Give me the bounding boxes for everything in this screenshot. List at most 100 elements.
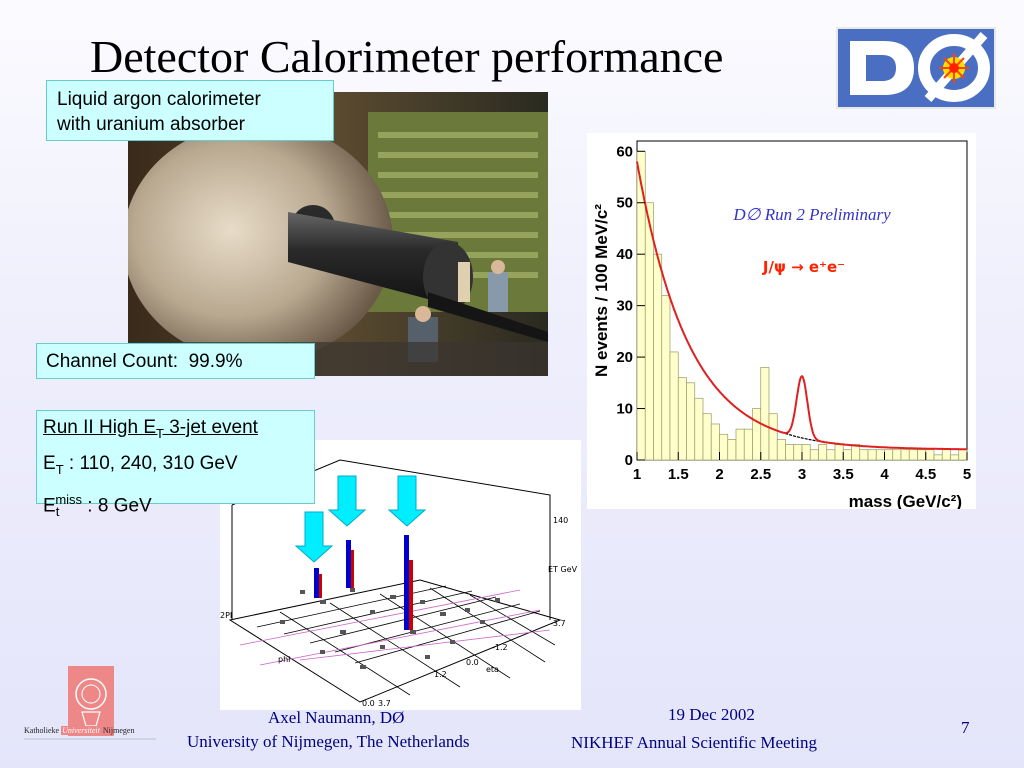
histogram-bar: [908, 449, 918, 461]
footer-author: Axel Naumann, DØ: [268, 708, 405, 727]
channel-count: Channel Count: 99.9%: [46, 351, 243, 372]
lego-label-eta0: 0.0: [466, 658, 479, 667]
histogram-bar: [892, 449, 902, 461]
y-axis-label: N events / 100 MeV/c²: [592, 204, 611, 377]
histogram-bar: [917, 449, 927, 461]
kun-word1: Katholieke: [24, 726, 60, 735]
x-tick-label: 3: [798, 466, 806, 483]
chart-title: D∅ Run 2 Preliminary: [732, 205, 891, 224]
histogram-bar: [743, 428, 753, 461]
kun-word3: Nijmegen: [102, 726, 135, 735]
x-tick-label: 2.5: [750, 466, 771, 483]
signal-fit-curve: [636, 161, 967, 451]
histogram-bar: [785, 444, 795, 461]
histogram-bar: [842, 449, 852, 461]
miss-sup: miss: [55, 491, 83, 507]
et-pre: E: [43, 452, 56, 474]
d0-logo: [836, 27, 996, 109]
et-sub: T: [55, 461, 64, 477]
histogram-bar: [809, 449, 819, 461]
histogram-bar: [710, 423, 720, 461]
x-tick-label: 2: [715, 466, 723, 483]
histogram-bar: [834, 444, 844, 461]
jpsi-mass-plot: 1 1.5 2 2.5 3 3.5 4 4.5 5 0 10 20 30 40 50 60 mass (GeV/…: [587, 133, 976, 511]
histogram-bar: [661, 295, 671, 461]
kun-logo: Katholieke Universiteit Nijmegen: [24, 662, 156, 752]
chart-annotation: J/ψ → e⁺e⁻: [762, 258, 845, 276]
calorimeter-caption-line2: with uranium absorber: [57, 114, 245, 135]
histogram-bar: [644, 202, 654, 461]
calorimeter-caption-line1: Liquid argon calorimeter: [57, 89, 261, 110]
page-number: 7: [961, 718, 970, 737]
jet-heading-sub: T: [156, 425, 164, 441]
y-tick-label: 20: [616, 349, 633, 366]
histogram-bar: [875, 449, 885, 461]
y-tick-label: 0: [625, 452, 633, 469]
histogram-bar: [768, 413, 778, 461]
histogram-bar: [677, 377, 687, 461]
et-post: : 110, 240, 310 GeV: [63, 452, 238, 474]
histogram-bar: [735, 428, 745, 461]
calorimeter-caption-box: Liquid argon calorimeter with uranium ab…: [46, 80, 334, 141]
histogram-bar: [950, 454, 960, 461]
histogram-bar: [933, 454, 943, 461]
jet-heading-pre: Run II High E: [43, 417, 156, 438]
histogram-bar: [801, 444, 811, 461]
jet-missing-et: Etmiss : 8 GeV: [43, 485, 314, 527]
lego-label-phi0: 0.0: [362, 699, 375, 708]
histogram-bar: [884, 449, 894, 461]
histogram-bar: [760, 367, 770, 461]
histogram-bar: [851, 444, 861, 461]
x-tick-label: 4: [880, 466, 889, 483]
x-tick-label: 1: [633, 466, 641, 483]
miss-sub: t: [55, 503, 60, 519]
y-tick-label: 10: [616, 401, 633, 418]
lego-label-m37: -3.7: [550, 619, 566, 628]
histogram-bar: [867, 449, 877, 461]
histogram-bar: [826, 449, 836, 461]
lego-label-et: ET GeV: [548, 565, 578, 574]
jet-et-values: ET : 110, 240, 310 GeV: [43, 449, 314, 485]
footer-university: University of Nijmegen, The Netherlands: [187, 732, 470, 751]
jet-event-box: Run II High ET 3-jet event ET : 110, 240…: [36, 410, 315, 519]
histogram-bar: [776, 439, 786, 461]
x-tick-label: 5: [963, 466, 971, 483]
histogram-bar: [900, 449, 910, 461]
lego-label-140: 140: [553, 516, 568, 525]
jet-event-heading: Run II High ET 3-jet event: [43, 413, 314, 449]
histogram-bar: [694, 397, 704, 461]
histogram-bar: [818, 444, 828, 461]
histogram-bar: [859, 449, 869, 461]
lego-label-phi: phi: [278, 655, 290, 664]
footer-date: 19 Dec 2002: [668, 705, 755, 724]
x-tick-label: 4.5: [915, 466, 936, 483]
channel-count-box: Channel Count: 99.9%: [36, 343, 315, 379]
footer-meeting: NIKHEF Annual Scientific Meeting: [571, 733, 817, 752]
x-tick-label: 1.5: [668, 466, 689, 483]
lego-label-37: 3.7: [378, 699, 391, 708]
histogram-bar: [669, 351, 679, 461]
histogram-bar: [793, 444, 803, 461]
histogram-bar: [719, 433, 729, 461]
lego-label-2pi: 2PI: [220, 611, 232, 620]
histogram-bar: [653, 253, 663, 461]
histogram-bar: [958, 449, 968, 461]
lego-label-m12: -1.2: [492, 643, 508, 652]
histogram-bar: [925, 449, 935, 461]
x-axis-label: mass (GeV/c²): [849, 492, 962, 509]
lego-label-eta: eta: [486, 665, 499, 674]
jet-heading-post: 3-jet event: [163, 417, 258, 438]
miss-pre: E: [43, 494, 56, 516]
histogram-bar: [941, 449, 951, 461]
histogram-bar: [686, 382, 696, 461]
miss-post: : 8 GeV: [82, 494, 152, 516]
y-tick-label: 40: [616, 246, 633, 263]
histogram-bar: [727, 439, 737, 461]
histogram-bar: [752, 408, 762, 461]
y-tick-label: 50: [616, 195, 633, 212]
y-tick-label: 30: [616, 298, 633, 315]
x-tick-label: 3.5: [833, 466, 854, 483]
histogram-bar: [702, 413, 712, 461]
lego-label-12: 1.2: [434, 670, 447, 679]
